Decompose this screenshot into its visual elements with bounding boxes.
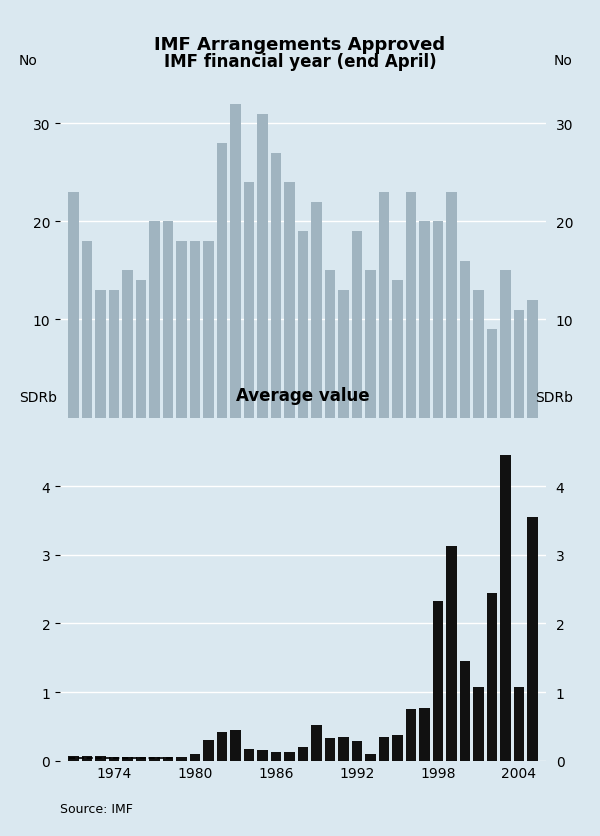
Bar (149, 757, 160, 761)
Bar (298, 232, 308, 418)
Bar (527, 517, 538, 761)
Bar (325, 738, 335, 761)
Bar (460, 661, 470, 761)
Bar (230, 104, 241, 418)
Bar (311, 202, 322, 418)
Bar (244, 749, 254, 761)
Bar (257, 115, 268, 418)
Bar (257, 751, 268, 761)
Bar (163, 757, 173, 761)
Bar (109, 757, 119, 761)
Text: SDRb: SDRb (535, 390, 573, 405)
Bar (217, 732, 227, 761)
Bar (68, 756, 79, 761)
Text: SDRb: SDRb (19, 390, 56, 405)
Bar (68, 193, 79, 418)
Bar (433, 222, 443, 418)
Bar (500, 456, 511, 761)
Bar (487, 330, 497, 418)
Bar (298, 747, 308, 761)
Text: IMF Arrangements Approved: IMF Arrangements Approved (154, 36, 446, 54)
Bar (446, 193, 457, 418)
Text: No: No (554, 54, 573, 69)
Bar (487, 593, 497, 761)
Bar (217, 144, 227, 418)
Bar (109, 291, 119, 418)
Bar (95, 756, 106, 761)
Bar (500, 271, 511, 418)
Bar (122, 271, 133, 418)
Bar (284, 183, 295, 418)
Bar (419, 222, 430, 418)
Bar (433, 601, 443, 761)
Bar (325, 271, 335, 418)
Bar (352, 742, 362, 761)
Bar (473, 291, 484, 418)
Text: Source: IMF: Source: IMF (60, 802, 133, 815)
Bar (352, 232, 362, 418)
Bar (271, 154, 281, 418)
Bar (514, 310, 524, 418)
Bar (379, 737, 389, 761)
Bar (122, 757, 133, 761)
Bar (379, 193, 389, 418)
Bar (176, 242, 187, 418)
Bar (176, 757, 187, 761)
Bar (338, 291, 349, 418)
Bar (365, 271, 376, 418)
Bar (392, 736, 403, 761)
Bar (365, 754, 376, 761)
Text: Average value: Average value (236, 386, 370, 405)
Bar (163, 222, 173, 418)
Bar (338, 737, 349, 761)
Bar (203, 740, 214, 761)
Bar (392, 281, 403, 418)
Bar (446, 546, 457, 761)
Bar (149, 222, 160, 418)
Bar (82, 242, 92, 418)
Bar (244, 183, 254, 418)
Bar (460, 262, 470, 418)
Bar (82, 756, 92, 761)
Bar (527, 300, 538, 418)
Bar (203, 242, 214, 418)
Bar (473, 686, 484, 761)
Bar (419, 708, 430, 761)
Bar (95, 291, 106, 418)
Text: No: No (19, 54, 38, 69)
Bar (136, 281, 146, 418)
Bar (406, 709, 416, 761)
Text: IMF financial year (end April): IMF financial year (end April) (164, 53, 436, 71)
Bar (284, 752, 295, 761)
Bar (230, 730, 241, 761)
Bar (136, 757, 146, 761)
Bar (514, 687, 524, 761)
Bar (190, 242, 200, 418)
Bar (271, 752, 281, 761)
Bar (190, 754, 200, 761)
Bar (311, 725, 322, 761)
Bar (406, 193, 416, 418)
